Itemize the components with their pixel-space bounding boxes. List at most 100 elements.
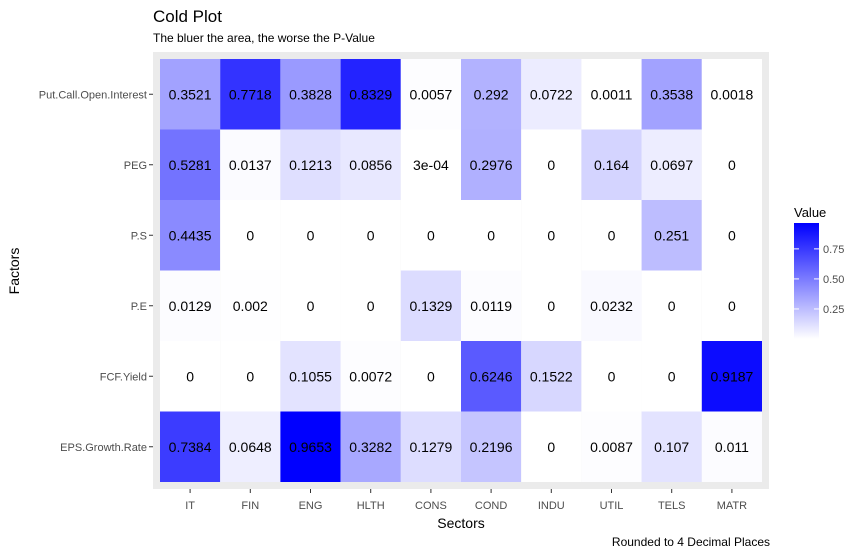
heatmap-cell <box>400 341 461 412</box>
heatmap-cell <box>641 270 702 341</box>
cell-value-label: 0.1213 <box>289 157 332 173</box>
heatmap-cell <box>400 200 461 271</box>
cell-value-label: 0.1522 <box>530 368 573 384</box>
cell-value-label: 0.0119 <box>470 298 512 314</box>
cell-value-label: 0.3828 <box>289 86 332 102</box>
chart-subtitle: The bluer the area, the worse the P-Valu… <box>153 31 375 45</box>
cell-value-label: 0.6246 <box>470 368 513 384</box>
cell-value-label: 0 <box>427 227 435 243</box>
x-tick-label: HLTH <box>357 500 385 512</box>
cell-value-label: 0.9653 <box>289 439 332 455</box>
heatmap-cell <box>160 341 221 412</box>
heatmap-cell-labels: 0.3521 0.7718 0.3828 0.8329 0.0057 0.292 0.072… <box>169 86 754 455</box>
cell-value-label: 0 <box>608 227 616 243</box>
heatmap-cell <box>340 200 401 271</box>
cell-value-label: 0.164 <box>594 157 629 173</box>
heatmap-cell <box>400 270 461 341</box>
legend-title: Value <box>794 205 826 220</box>
heatmap-cell <box>521 200 582 271</box>
cell-value-label: 0.0087 <box>590 439 633 455</box>
heatmap-cell <box>641 59 702 130</box>
y-axis-ticks: Put.Call.Open.Interest PEG P.S P.E FCF.Yield… <box>39 89 153 454</box>
heatmap-cell <box>521 411 582 482</box>
heatmap-cell <box>280 341 341 412</box>
cell-value-label: 0 <box>367 298 375 314</box>
cell-value-label: 0.1279 <box>409 439 452 455</box>
cell-value-label: 0 <box>547 227 555 243</box>
heatmap-cell <box>280 270 341 341</box>
heatmap-cell <box>220 59 281 130</box>
cell-value-label: 0.2196 <box>470 439 513 455</box>
cell-value-label: 0 <box>547 157 555 173</box>
heatmap-cell <box>461 411 522 482</box>
heatmap-cell <box>220 270 281 341</box>
cell-value-label: 0 <box>307 298 315 314</box>
heatmap-cell <box>581 341 642 412</box>
x-tick-label: UTIL <box>600 500 624 512</box>
cell-value-label: 0.0697 <box>650 157 693 173</box>
legend-tick-label: 0.25 <box>823 304 844 316</box>
cell-value-label: 0 <box>246 368 254 384</box>
heatmap-cell <box>521 59 582 130</box>
heatmap-cell <box>220 129 281 200</box>
cell-value-label: 0.0011 <box>591 86 633 102</box>
heatmap-cell <box>641 411 702 482</box>
y-tick-label: P.E <box>131 301 147 313</box>
x-tick-label: TELS <box>658 500 686 512</box>
heatmap-cell <box>160 411 221 482</box>
heatmap-cell <box>461 59 522 130</box>
x-tick-label: ENG <box>299 500 323 512</box>
cell-value-label: 0.0137 <box>229 157 272 173</box>
heatmap-cell <box>220 200 281 271</box>
cell-value-label: 0.7384 <box>169 439 212 455</box>
heatmap-cell <box>280 129 341 200</box>
heatmap-cell <box>160 59 221 130</box>
cell-value-label: 0.107 <box>654 439 689 455</box>
chart-title: Cold Plot <box>153 7 222 26</box>
heatmap-cell <box>701 270 762 341</box>
legend-tick-label: 0.50 <box>823 274 844 286</box>
cell-value-label: 0.0232 <box>590 298 633 314</box>
cell-value-label: 0 <box>487 227 495 243</box>
cell-value-label: 0 <box>728 227 736 243</box>
cell-value-label: 0.0648 <box>229 439 272 455</box>
heatmap-cell <box>400 59 461 130</box>
y-tick-label: P.S <box>131 230 147 242</box>
cell-value-label: 0.5281 <box>169 157 212 173</box>
cell-value-label: 0.0057 <box>409 86 452 102</box>
heatmap-cell <box>521 341 582 412</box>
cell-value-label: 0 <box>668 298 676 314</box>
cell-value-label: 0.0018 <box>710 86 753 102</box>
heatmap-cell <box>581 200 642 271</box>
heatmap-cell <box>340 270 401 341</box>
heatmap-cell <box>461 270 522 341</box>
cell-value-label: 0.4435 <box>169 227 212 243</box>
heatmap-cell <box>280 59 341 130</box>
cell-value-label: 0 <box>608 368 616 384</box>
cell-value-label: 0.8329 <box>349 86 392 102</box>
heatmap-cell <box>400 411 461 482</box>
y-tick-label: EPS.Growth.Rate <box>60 442 147 454</box>
heatmap-cell <box>340 59 401 130</box>
heatmap-cell <box>160 270 221 341</box>
cell-value-label: 0.7718 <box>229 86 272 102</box>
color-legend: Value 0.25 0.50 0.75 <box>794 205 844 339</box>
cell-value-label: 0 <box>246 227 254 243</box>
legend-ticks: 0.25 0.50 0.75 <box>794 244 844 316</box>
cell-value-label: 0 <box>547 298 555 314</box>
cell-value-label: 0.251 <box>654 227 689 243</box>
cell-value-label: 0 <box>186 368 194 384</box>
heatmap-cell <box>581 59 642 130</box>
x-tick-label: FIN <box>241 500 259 512</box>
heatmap-cell <box>160 200 221 271</box>
cell-value-label: 0.1329 <box>409 298 452 314</box>
heatmap-cell <box>220 411 281 482</box>
heatmap-cell <box>340 341 401 412</box>
heatmap-cell <box>461 341 522 412</box>
heatmap-cell <box>701 200 762 271</box>
cell-value-label: 0.3282 <box>349 439 392 455</box>
x-tick-label: IT <box>185 500 195 512</box>
cell-value-label: 0.3521 <box>169 86 212 102</box>
x-tick-label: INDU <box>538 500 565 512</box>
